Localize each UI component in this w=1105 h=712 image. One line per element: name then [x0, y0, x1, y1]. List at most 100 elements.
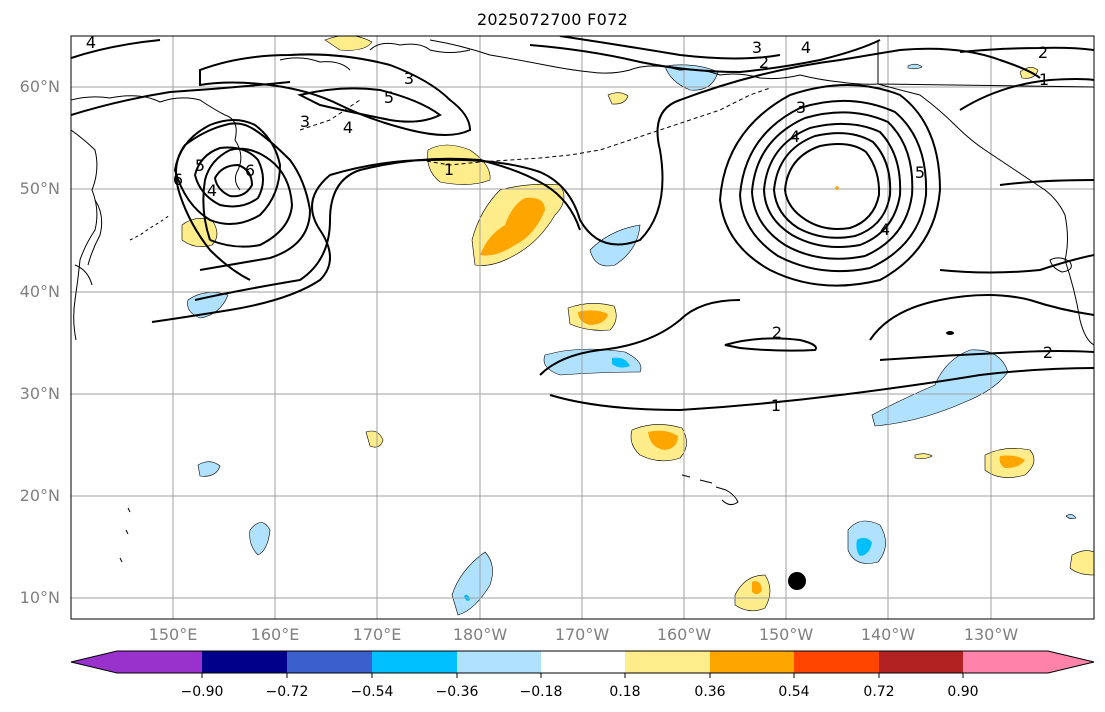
colorbar-tick-label: 0.90: [947, 684, 979, 700]
contour-low-6: [193, 146, 264, 208]
anomaly-pos-8b: [752, 581, 762, 595]
contour-label: 4: [86, 33, 96, 52]
contour-label: 4: [207, 181, 217, 200]
contour-upper-2: [297, 87, 442, 123]
anomaly-pos-6b: [648, 430, 678, 450]
lon-label: 150°W: [758, 625, 814, 644]
contour-label: 3: [404, 69, 414, 88]
contour-high-4: [762, 122, 902, 248]
colorbar-swatch: [541, 651, 625, 673]
lon-label: 150°E: [148, 625, 198, 644]
contour-east-edge: [939, 78, 1094, 274]
colorbar-tick-label: 0.72: [863, 684, 895, 700]
lon-label: 170°W: [554, 625, 610, 644]
contour-high-3: [750, 111, 914, 260]
colorbar-swatch: [879, 651, 963, 673]
contour-1-line-b: [539, 299, 741, 376]
anomaly-neg-5: [871, 349, 1009, 427]
anomaly-neg-7: [249, 522, 271, 556]
anomaly-pos-1: [324, 36, 373, 51]
contour-label: 4: [880, 220, 890, 239]
contour-label: 2: [1038, 43, 1048, 62]
contour-label: 5: [384, 88, 394, 107]
colorbar-tick-label: 0.36: [694, 684, 726, 700]
coastlines: [71, 39, 1094, 563]
contour-label: 3: [796, 98, 806, 117]
contour-label: 5: [195, 156, 205, 175]
anomaly-pos-2: [427, 144, 491, 185]
anomaly-neg-2: [589, 224, 641, 267]
colorbar-tick-label: 0.18: [609, 684, 641, 700]
anomaly-pos-4: [181, 218, 218, 247]
colorbar-swatch: [202, 651, 287, 673]
colorbar-swatch: [1048, 651, 1094, 673]
anomaly-neg-8b: [856, 537, 872, 556]
anomaly-neg-11: [1065, 514, 1077, 519]
alaska-coast-west: [279, 42, 471, 71]
contour-upper-6: [559, 36, 781, 60]
contour-2-east: [879, 350, 1094, 361]
colorbar-swatch: [457, 651, 541, 673]
colorbar-tick-label: −0.72: [265, 684, 309, 700]
contour-low-4: [202, 147, 294, 248]
colorbar-swatch: [963, 651, 1048, 673]
small-islands-west: [119, 507, 131, 563]
colorbar-tick-label: 0.54: [778, 684, 810, 700]
black-dot-marker: [788, 572, 806, 590]
aleutian-islands: [299, 87, 771, 166]
contour-high-6: [783, 143, 881, 230]
anomaly-pos-3b: [480, 197, 545, 256]
lon-label: 130°W: [963, 625, 1019, 644]
canada-border: [877, 40, 1094, 88]
anomaly-neg-4b: [612, 357, 630, 368]
contour-label: 5: [915, 163, 925, 182]
colorbar-swatch: [372, 651, 457, 673]
contour-2-east-b: [869, 294, 1094, 341]
contour-label: 1: [771, 396, 781, 415]
anomaly-neg-9: [451, 551, 493, 616]
kuril-islands: [129, 214, 171, 241]
contour-2-line: [724, 337, 817, 352]
vancouver-island: [1049, 257, 1072, 273]
lon-label: 160°E: [250, 625, 300, 644]
contour-high-1: [718, 84, 942, 287]
small-contour-dot: [946, 331, 954, 335]
lat-label: 20°N: [19, 486, 60, 505]
contour-low-2: [194, 157, 581, 301]
contour-label: 4: [343, 118, 353, 137]
contour-label: 1: [444, 160, 454, 179]
anomaly-pos-7: [365, 430, 384, 448]
colorbar-outline: [70, 650, 1095, 674]
colorbar-tick-label: −0.54: [350, 684, 394, 700]
lat-label: 10°N: [19, 588, 60, 607]
lat-label: 40°N: [19, 282, 60, 301]
lat-label: 60°N: [19, 77, 60, 96]
colorbar-swatch: [117, 651, 202, 673]
colorbar-swatch: [71, 651, 117, 673]
contour-ne-2: [959, 46, 1094, 53]
contour-label: 2: [759, 53, 769, 72]
anomaly-neg-4: [543, 348, 642, 376]
contour-low-1: [151, 47, 1041, 323]
contour-label: 2: [1043, 343, 1053, 362]
colorbar-swatch: [625, 651, 710, 673]
anomaly-neg-10: [907, 63, 923, 70]
sakhalin-hokkaido: [74, 199, 103, 286]
colorbar-tick-label: −0.90: [180, 684, 224, 700]
contour-low-7: [213, 163, 254, 198]
hawaii-islands: [681, 474, 739, 506]
lon-label: 170°E: [352, 625, 402, 644]
contour-upper-5: [529, 39, 881, 74]
alaska-mainland: [429, 39, 879, 85]
contour-label: 4: [790, 127, 800, 146]
anomaly-pos-11: [607, 92, 629, 105]
contour-high-2: [738, 99, 928, 273]
contour-label: 2: [772, 323, 782, 342]
contour-low-5: [173, 119, 282, 225]
colorbar: [70, 650, 1095, 678]
contour-label: 4: [801, 38, 811, 57]
anomaly-neg-6: [197, 461, 221, 477]
lon-label: 140°W: [860, 625, 916, 644]
contour-label: 6: [173, 170, 183, 189]
